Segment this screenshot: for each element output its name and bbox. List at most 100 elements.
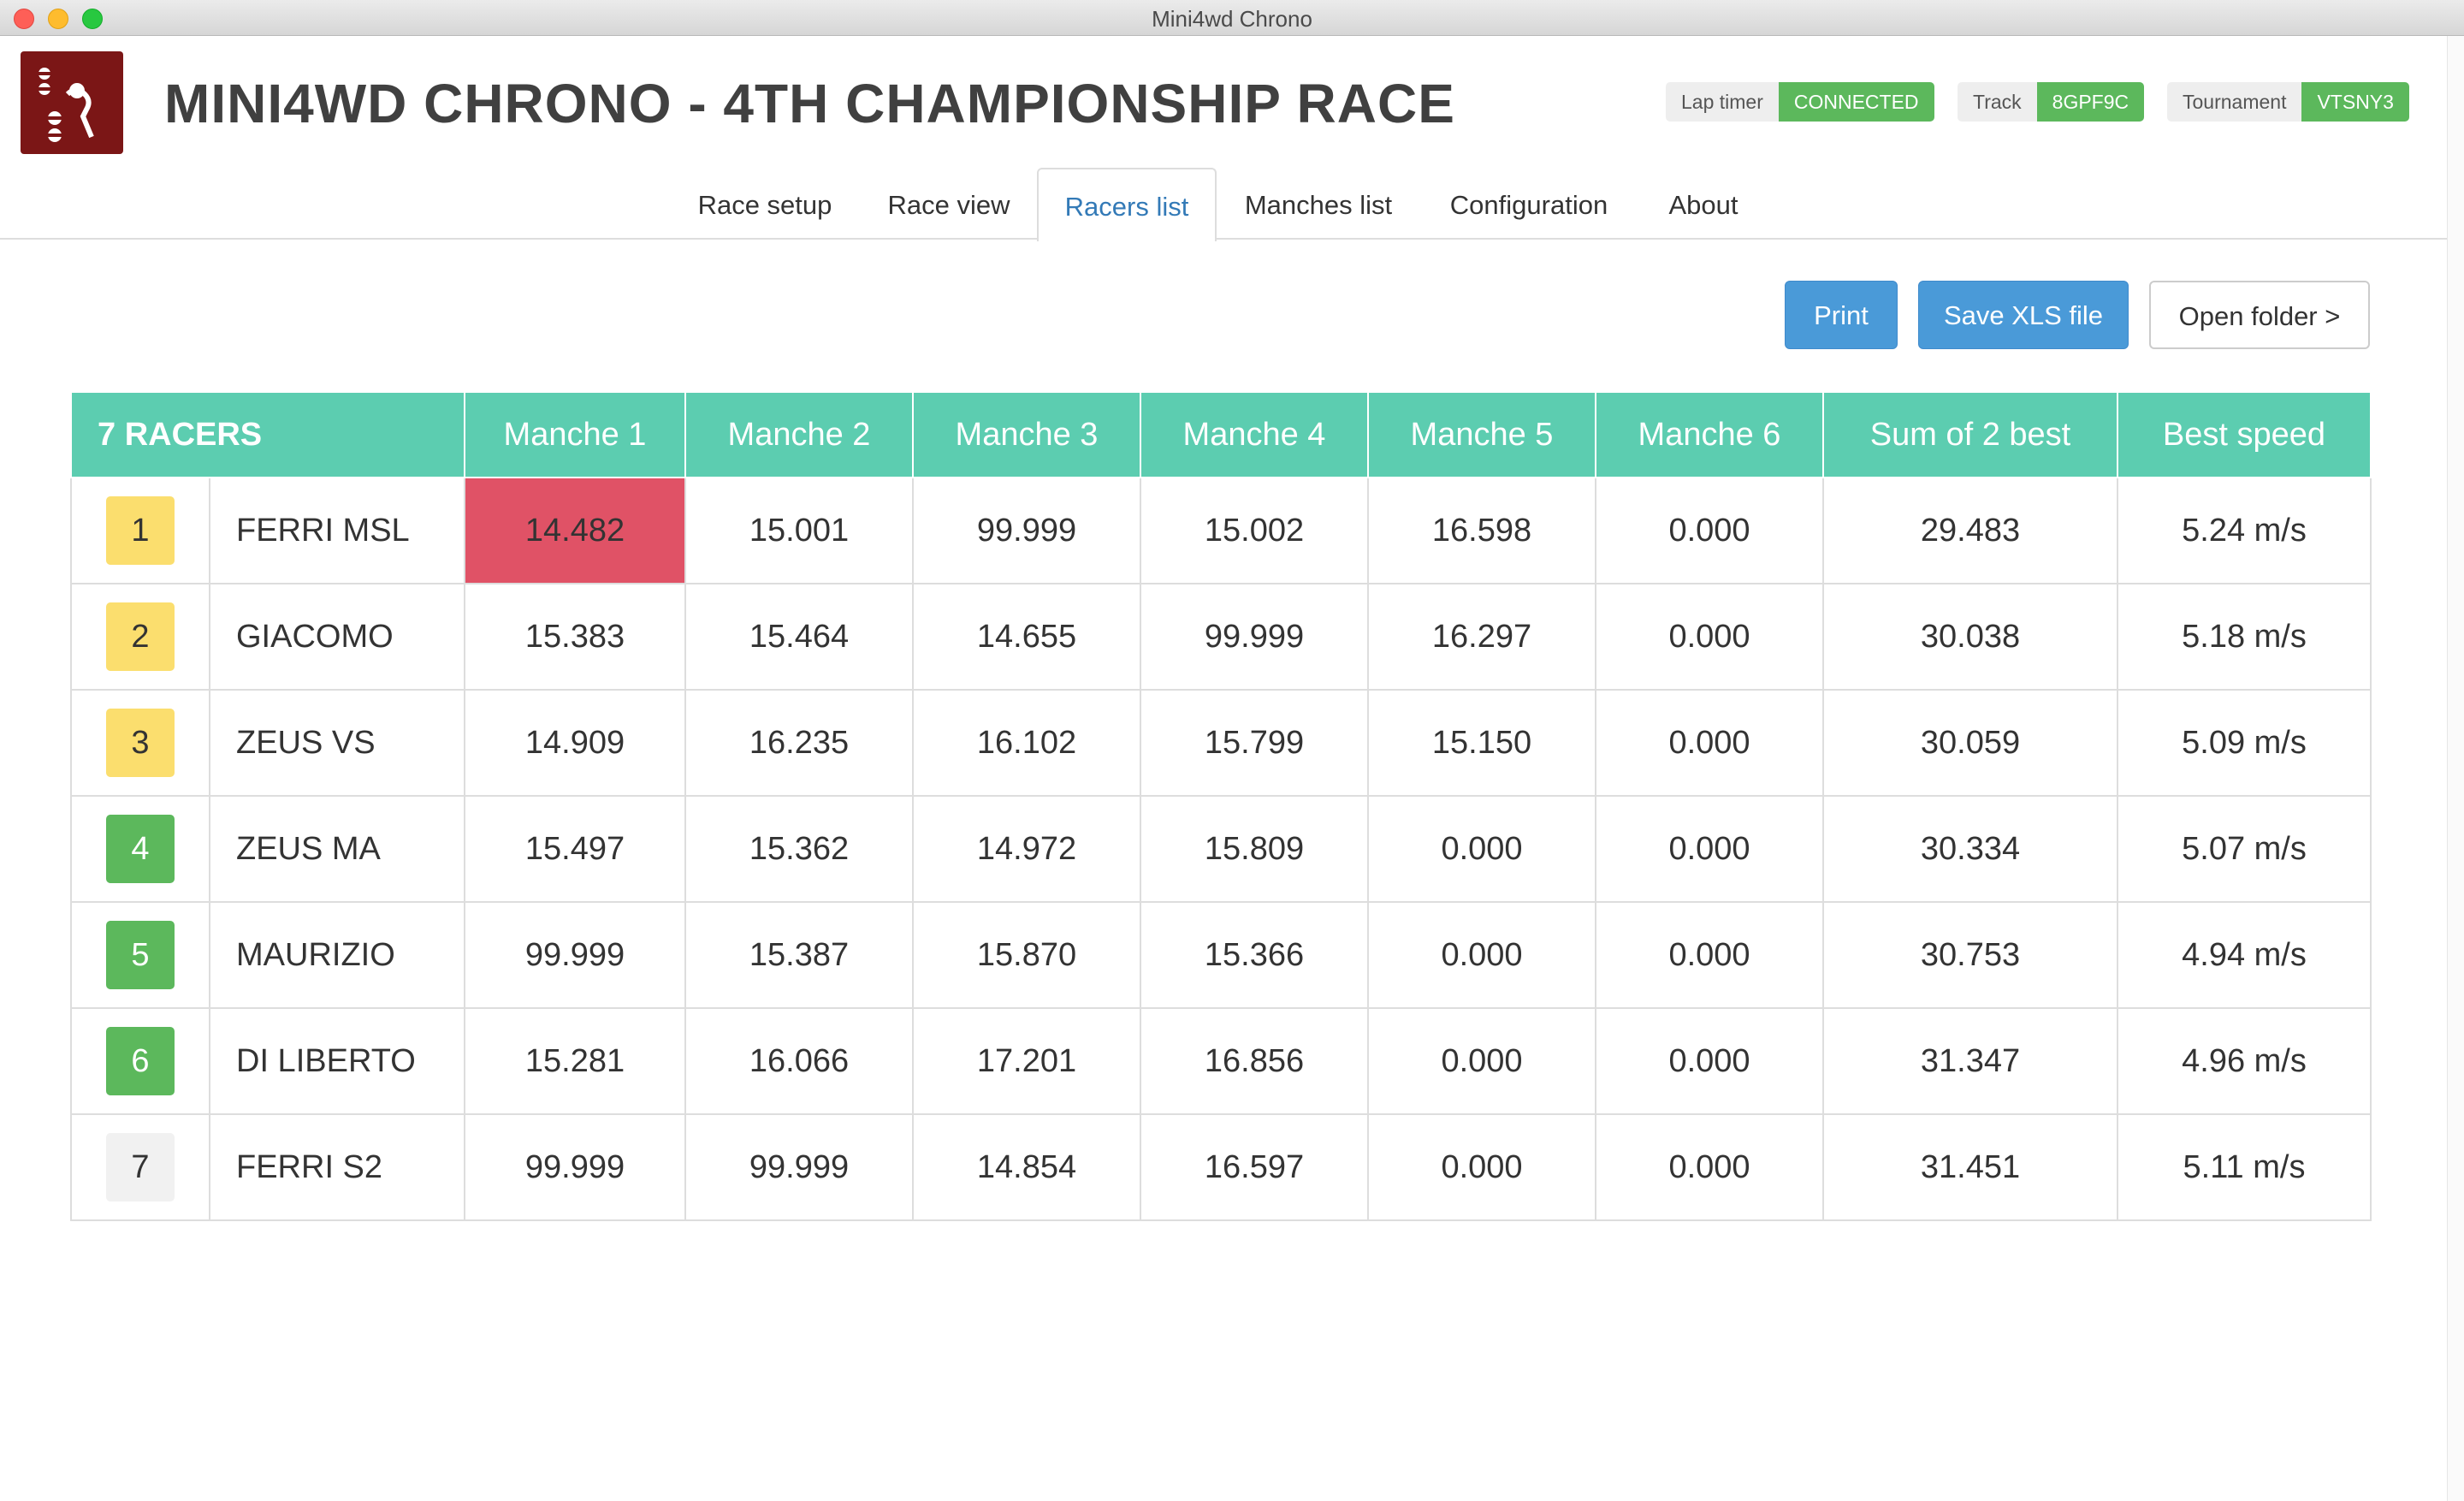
tab-about[interactable]: About — [1668, 190, 1738, 220]
column-header-manche-6[interactable]: Manche 6 — [1595, 391, 1824, 478]
table-row[interactable]: 2 GIACOMO 15.383 15.464 14.655 99.999 16… — [70, 583, 2372, 691]
save-xls-button[interactable]: Save XLS file — [1918, 281, 2129, 349]
sum-best-cell: 30.334 — [1822, 795, 2118, 903]
racer-name: ZEUS VS — [209, 689, 465, 797]
window-minimize-button[interactable] — [48, 9, 68, 29]
tab-manches-list[interactable]: Manches list — [1244, 190, 1393, 220]
manche-time-cell: 0.000 — [1367, 1007, 1596, 1115]
lap-timer-badge: CONNECTED — [1778, 82, 1934, 122]
column-header-manche-3[interactable]: Manche 3 — [912, 391, 1141, 478]
manche-time-cell: 15.387 — [684, 901, 914, 1009]
best-speed-cell: 4.94 m/s — [2117, 901, 2372, 1009]
sum-best-cell: 30.753 — [1822, 901, 2118, 1009]
manche-time-cell: 0.000 — [1595, 1113, 1824, 1221]
table-header-row: 7 RACERS Manche 1 Manche 2 Manche 3 Manc… — [70, 391, 2372, 478]
window-close-button[interactable] — [14, 9, 34, 29]
manche-time-cell: 15.809 — [1140, 795, 1369, 903]
vertical-scrollbar[interactable] — [2447, 36, 2464, 1501]
manche-time-cell: 15.799 — [1140, 689, 1369, 797]
column-header-manche-5[interactable]: Manche 5 — [1367, 391, 1596, 478]
manche-time-cell: 99.999 — [464, 901, 686, 1009]
table-row[interactable]: 3 ZEUS VS 14.909 16.235 16.102 15.799 15… — [70, 689, 2372, 797]
racer-name: ZEUS MA — [209, 795, 465, 903]
table-row[interactable]: 4 ZEUS MA 15.497 15.362 14.972 15.809 0.… — [70, 795, 2372, 903]
manche-time-cell: 15.366 — [1140, 901, 1369, 1009]
position-cell: 7 — [70, 1113, 210, 1221]
position-badge: 2 — [106, 602, 175, 671]
table-row[interactable]: 5 MAURIZIO 99.999 15.387 15.870 15.366 0… — [70, 901, 2372, 1009]
position-cell: 1 — [70, 477, 210, 584]
racer-name: GIACOMO — [209, 583, 465, 691]
manche-time-cell: 99.999 — [684, 1113, 914, 1221]
manche-time-cell: 15.281 — [464, 1007, 686, 1115]
manche-time-cell: 0.000 — [1595, 477, 1824, 584]
column-header-manche-2[interactable]: Manche 2 — [684, 391, 914, 478]
lap-timer-status: Lap timer CONNECTED — [1666, 82, 1934, 122]
racer-count-header: 7 RACERS — [70, 391, 465, 478]
manche-time-cell: 99.999 — [912, 477, 1141, 584]
sum-best-cell: 31.451 — [1822, 1113, 2118, 1221]
position-badge: 7 — [106, 1133, 175, 1201]
manche-time-cell: 0.000 — [1367, 1113, 1596, 1221]
main-tabs: Race setup Race view Racers list Manches… — [0, 168, 2464, 241]
manche-time-cell: 14.909 — [464, 689, 686, 797]
app-logo-icon — [21, 51, 123, 154]
manche-time-cell: 17.201 — [912, 1007, 1141, 1115]
table-row[interactable]: 6 DI LIBERTO 15.281 16.066 17.201 16.856… — [70, 1007, 2372, 1115]
sum-best-cell: 30.038 — [1822, 583, 2118, 691]
manche-time-cell: 0.000 — [1367, 795, 1596, 903]
racer-name: FERRI S2 — [209, 1113, 465, 1221]
column-header-manche-4[interactable]: Manche 4 — [1140, 391, 1369, 478]
manche-time-cell: 15.497 — [464, 795, 686, 903]
table-row[interactable]: 1 FERRI MSL 14.482 15.001 99.999 15.002 … — [70, 477, 2372, 584]
best-speed-cell: 5.11 m/s — [2117, 1113, 2372, 1221]
tab-configuration[interactable]: Configuration — [1449, 190, 1608, 220]
manche-time-cell: 15.001 — [684, 477, 914, 584]
manche-time-cell: 15.002 — [1140, 477, 1369, 584]
manche-time-cell: 15.150 — [1367, 689, 1596, 797]
open-folder-button[interactable]: Open folder > — [2149, 281, 2370, 349]
manche-time-cell: 16.235 — [684, 689, 914, 797]
sum-best-cell: 29.483 — [1822, 477, 2118, 584]
manche-time-cell: 14.482 — [464, 477, 686, 584]
manche-time-cell: 99.999 — [464, 1113, 686, 1221]
lap-timer-label: Lap timer — [1666, 82, 1779, 122]
racer-name: FERRI MSL — [209, 477, 465, 584]
manche-time-cell: 15.870 — [912, 901, 1141, 1009]
column-header-manche-1[interactable]: Manche 1 — [464, 391, 686, 478]
manche-time-cell: 0.000 — [1595, 901, 1824, 1009]
table-row[interactable]: 7 FERRI S2 99.999 99.999 14.854 16.597 0… — [70, 1113, 2372, 1221]
tab-race-view[interactable]: Race view — [887, 190, 1010, 220]
position-cell: 4 — [70, 795, 210, 903]
print-button[interactable]: Print — [1785, 281, 1898, 349]
sum-best-cell: 31.347 — [1822, 1007, 2118, 1115]
manche-time-cell: 0.000 — [1367, 901, 1596, 1009]
best-speed-cell: 5.07 m/s — [2117, 795, 2372, 903]
best-speed-cell: 5.18 m/s — [2117, 583, 2372, 691]
best-speed-cell: 5.09 m/s — [2117, 689, 2372, 797]
window-maximize-button[interactable] — [82, 9, 103, 29]
manche-time-cell: 15.464 — [684, 583, 914, 691]
tournament-label: Tournament — [2167, 82, 2302, 122]
position-badge: 4 — [106, 815, 175, 883]
manche-time-cell: 0.000 — [1595, 795, 1824, 903]
manche-time-cell: 99.999 — [1140, 583, 1369, 691]
manche-time-cell: 14.655 — [912, 583, 1141, 691]
manche-time-cell: 14.972 — [912, 795, 1141, 903]
best-speed-cell: 5.24 m/s — [2117, 477, 2372, 584]
manche-time-cell: 16.297 — [1367, 583, 1596, 691]
manche-time-cell: 0.000 — [1595, 583, 1824, 691]
manche-time-cell: 0.000 — [1595, 689, 1824, 797]
manche-time-cell: 16.597 — [1140, 1113, 1369, 1221]
tab-race-setup[interactable]: Race setup — [697, 190, 832, 220]
tab-racers-list[interactable]: Racers list — [1037, 168, 1217, 241]
racer-name: MAURIZIO — [209, 901, 465, 1009]
position-cell: 2 — [70, 583, 210, 691]
column-header-best-speed[interactable]: Best speed — [2117, 391, 2372, 478]
column-header-sum-2-best[interactable]: Sum of 2 best — [1822, 391, 2118, 478]
manche-time-cell: 14.854 — [912, 1113, 1141, 1221]
position-badge: 1 — [106, 496, 175, 565]
manche-time-cell: 15.383 — [464, 583, 686, 691]
manche-time-cell: 16.102 — [912, 689, 1141, 797]
position-cell: 6 — [70, 1007, 210, 1115]
